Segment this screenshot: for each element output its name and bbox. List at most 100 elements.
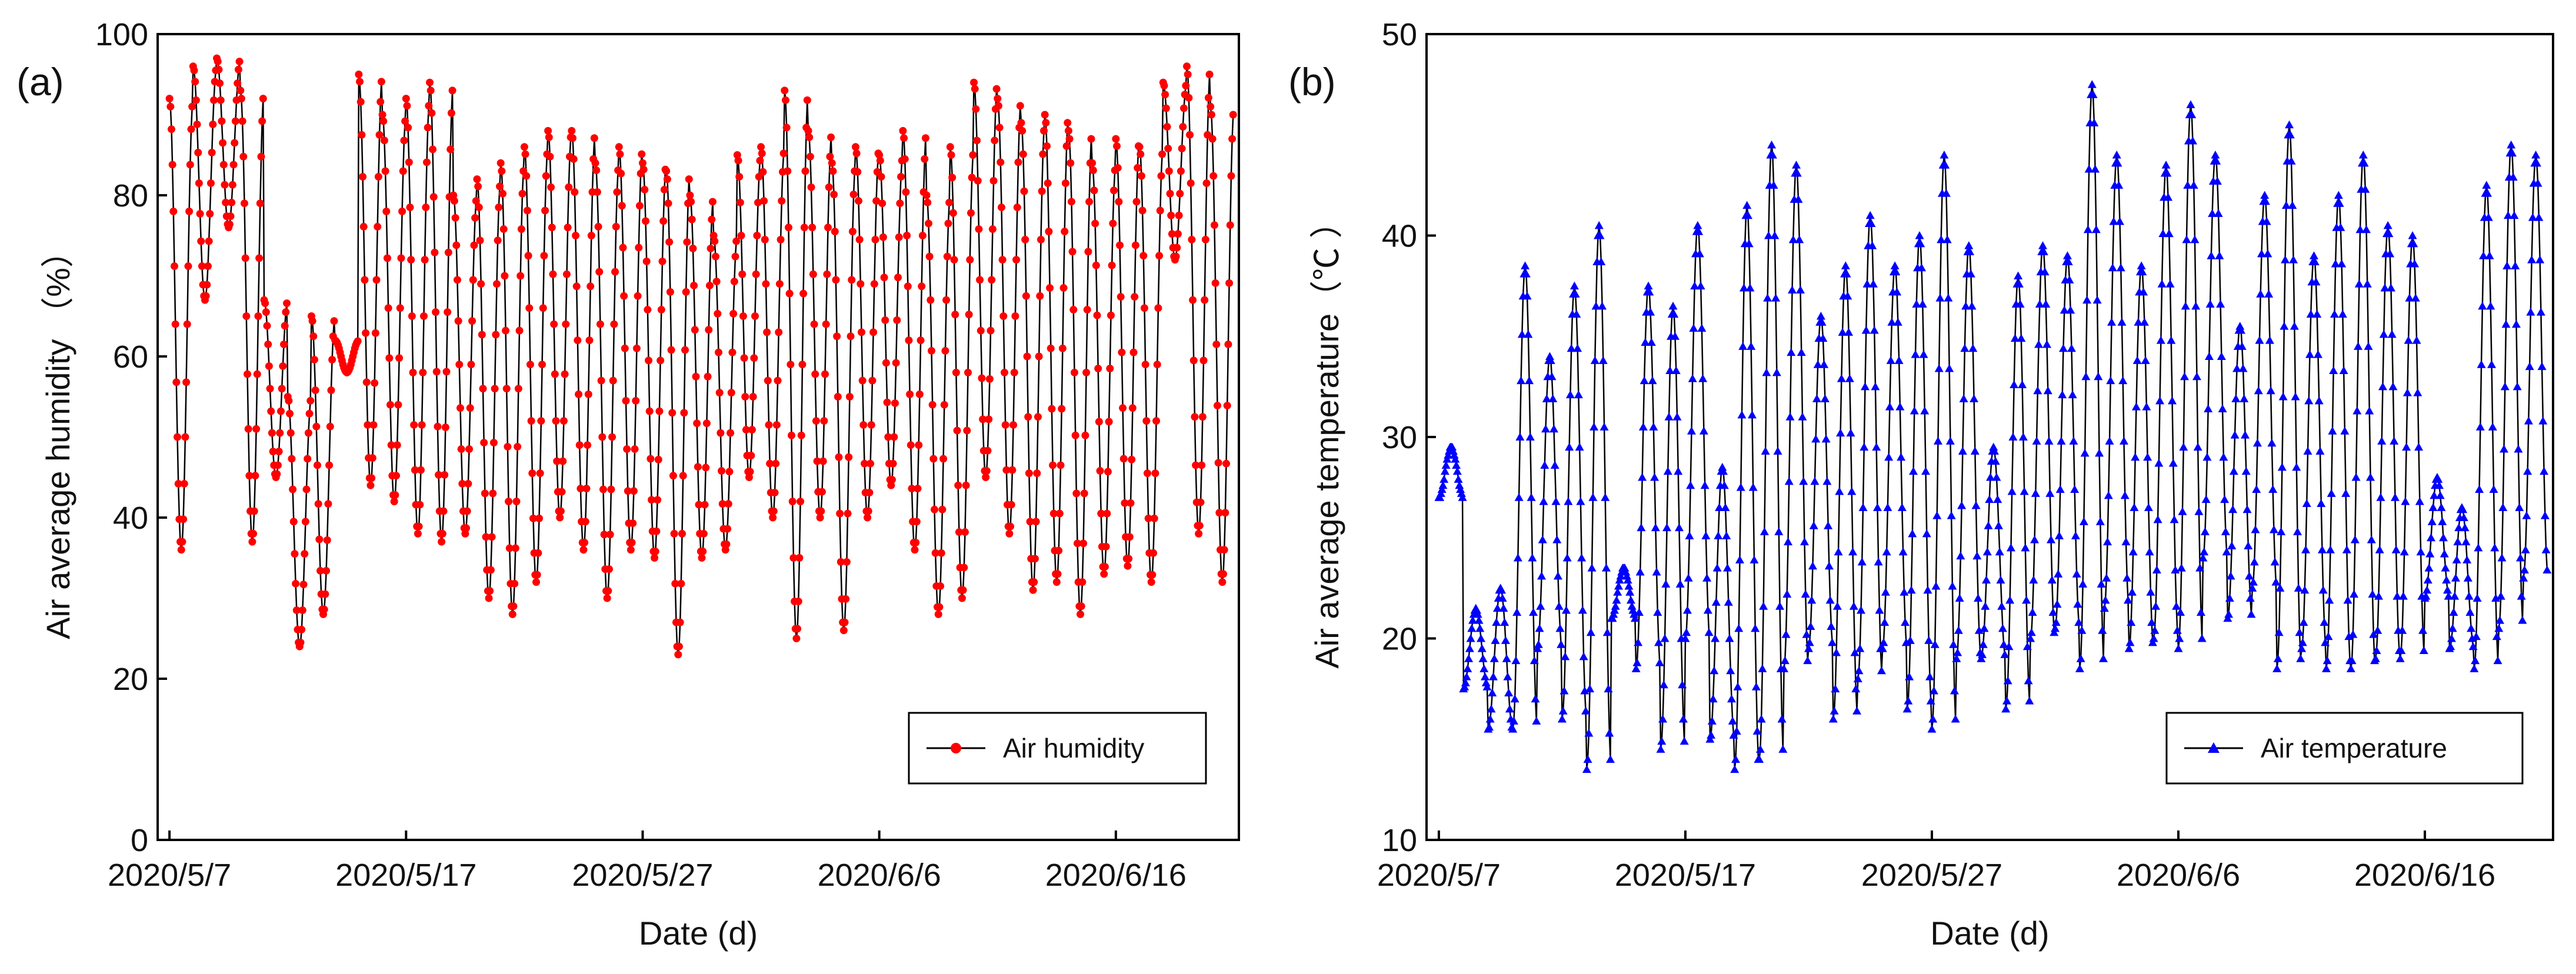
chart-b-data-point xyxy=(1728,716,1737,725)
chart-b-data-point xyxy=(2138,267,2147,276)
chart-b-data-point xyxy=(1998,623,2007,632)
chart-a-data-point xyxy=(252,425,261,433)
chart-b-data-point xyxy=(2453,537,2462,546)
chart-a-data-point xyxy=(893,316,901,324)
chart-b-data-point xyxy=(1485,715,1495,723)
chart-a-data-point xyxy=(314,500,322,508)
chart-a-data-point xyxy=(428,109,436,117)
chart-a-data-point xyxy=(692,372,700,381)
chart-b-data-point xyxy=(1671,332,1680,340)
chart-b-data-point xyxy=(1948,581,1957,590)
chart-b-data-point xyxy=(2219,452,2228,461)
chart-b-data-point xyxy=(1492,618,1501,626)
chart-a-data-point xyxy=(880,273,888,282)
chart-b-data-point xyxy=(1959,394,1968,402)
chart-b-data-point xyxy=(1851,684,1861,693)
chart-b-data-point xyxy=(1857,606,1866,614)
chart-a-data-point xyxy=(746,468,754,476)
chart-a-data-point xyxy=(629,519,637,528)
chart-b-data-point xyxy=(2101,595,2110,604)
chart-a-data-point xyxy=(611,268,619,276)
chart-b-data-point xyxy=(1847,486,1857,495)
chart-b-data-point xyxy=(2120,491,2130,499)
chart-b-data-point xyxy=(1784,476,1794,485)
chart-b-data-point xyxy=(1711,598,1721,606)
chart-a-data-point xyxy=(931,505,939,513)
chart-b-data-point xyxy=(2463,573,2472,582)
chart-a-data-point xyxy=(324,500,332,508)
chart-b-data-point xyxy=(1567,343,1576,352)
chart-a-data-point xyxy=(1094,365,1102,373)
chart-b-data-point xyxy=(2080,448,2090,457)
chart-a-data-point xyxy=(694,463,702,471)
chart-a-data-point xyxy=(671,579,679,588)
chart-a-data-point xyxy=(632,396,640,405)
chart-a-data-point xyxy=(1172,252,1180,261)
chart-a-data-point xyxy=(617,169,625,178)
chart-b-data-point xyxy=(1799,476,1808,485)
chart-a-data-point xyxy=(648,496,656,504)
chart-a-data-point xyxy=(1119,404,1127,412)
chart-b-data-point xyxy=(1954,626,1963,634)
chart-b-data-point xyxy=(2351,473,2361,481)
chart-b-data-point xyxy=(1647,338,1656,346)
chart-a-data-point xyxy=(937,549,945,557)
chart-b-data-point xyxy=(1755,755,1764,763)
chart-b-data-point xyxy=(1684,573,1693,582)
chart-b-data-point xyxy=(2097,579,2106,588)
chart-a-data-point xyxy=(1087,135,1095,143)
chart-a-data-point xyxy=(191,78,199,86)
chart-b-data-point xyxy=(2264,289,2274,298)
chart-a-data-point xyxy=(881,316,889,324)
chart-a-data-point xyxy=(584,441,592,449)
chart-a-data-point xyxy=(757,143,765,151)
chart-b-data-point xyxy=(1652,567,1661,576)
chart-a-data-point xyxy=(878,199,887,208)
chart-a-data-point xyxy=(632,344,641,352)
chart-a-data-point xyxy=(812,417,820,425)
chart-b-data-point xyxy=(1712,563,1722,572)
chart-a-data-point xyxy=(368,474,376,482)
chart-b-data-point xyxy=(1810,476,1819,485)
chart-a-data-point xyxy=(256,199,264,208)
chart-b-data-point xyxy=(2446,642,2455,651)
chart-b-data-point xyxy=(1788,285,1797,293)
chart-a-data-point xyxy=(312,422,321,431)
chart-b-data-point xyxy=(1968,343,1978,352)
chart-a-data-point xyxy=(381,167,389,175)
chart-a-data-point xyxy=(682,288,690,296)
chart-a-data-point xyxy=(742,426,750,434)
chart-a-data-point xyxy=(244,425,252,433)
chart-b-data-point xyxy=(2454,523,2464,532)
chart-a-data-point xyxy=(833,332,841,341)
chart-b-data-point xyxy=(1545,352,1555,360)
chart-a-data-point xyxy=(292,579,300,588)
chart-b-data-point xyxy=(1455,481,1464,489)
chart-b-data-point xyxy=(2344,632,2354,641)
chart-a-data-point xyxy=(778,197,786,205)
chart-a-data-point xyxy=(242,312,251,320)
chart-a-data-point xyxy=(690,281,698,289)
chart-b-data-point xyxy=(1907,585,1916,594)
chart-a-data-point xyxy=(245,472,254,480)
chart-a-data-point xyxy=(281,322,289,330)
chart-a-data-point xyxy=(178,538,186,546)
chart-b-data-point xyxy=(2105,436,2114,445)
chart-a-data-point xyxy=(429,145,437,154)
chart-b-data-point xyxy=(1594,221,1604,229)
chart-b-data-point xyxy=(1916,239,1925,248)
chart-b-data-point xyxy=(1598,356,1608,364)
chart-a-data-point xyxy=(219,139,227,147)
chart-a-data-point xyxy=(639,165,648,174)
chart-a-data-point xyxy=(660,185,668,194)
chart-a-data-point xyxy=(273,470,281,478)
chart-a-data-point xyxy=(1125,533,1134,541)
chart-b-data-point xyxy=(1478,654,1488,662)
chart-b-data-point xyxy=(1780,656,1789,665)
chart-b-data-point xyxy=(2337,259,2347,268)
chart-b-data-point xyxy=(2124,595,2133,604)
chart-b-data-point xyxy=(1528,553,1537,562)
chart-b-data-point xyxy=(1439,475,1449,483)
chart-a-data-point xyxy=(1007,501,1015,509)
chart-b-data-point xyxy=(1705,735,1715,743)
